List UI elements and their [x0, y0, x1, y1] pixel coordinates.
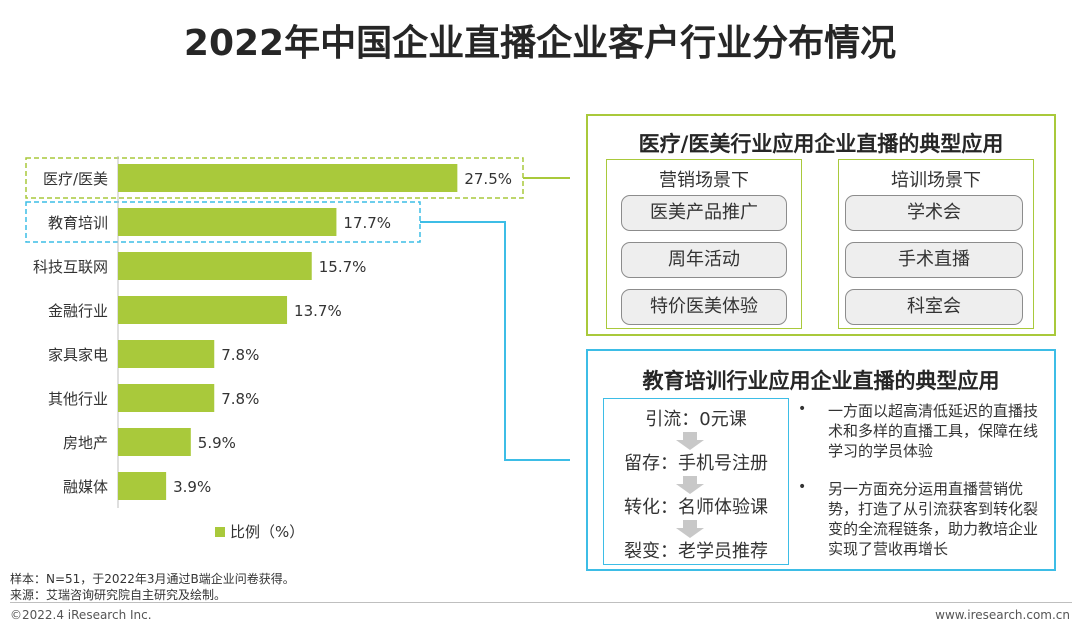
training-item: 手术直播 — [845, 242, 1023, 278]
page-title: 2022年中国企业直播企业客户行业分布情况 — [183, 23, 897, 64]
bar — [118, 428, 191, 456]
category-label: 教育培训 — [48, 214, 108, 232]
bullet-text: 一方面以超高清低延迟的直播技术和多样的直播工具，保障在线学习的学员体验 — [828, 402, 1039, 460]
training-item: 科室会 — [845, 289, 1023, 325]
bar — [118, 296, 288, 324]
data-label: 7.8% — [221, 390, 259, 408]
funnel-flow-box: 引流：0元课 留存：手机号注册 转化：名师体验课 裂变：老学员推荐 — [603, 398, 789, 565]
flow-step: 转化：名师体验课 — [624, 497, 768, 518]
bar — [118, 340, 215, 368]
bar — [118, 252, 312, 280]
bar — [118, 472, 167, 500]
marketing-item: 特价医美体验 — [621, 289, 787, 325]
category-label: 融媒体 — [63, 478, 108, 496]
training-heading: 培训场景下 — [891, 170, 981, 191]
legend-swatch — [215, 527, 225, 537]
data-label: 5.9% — [198, 434, 236, 452]
marketing-scenario-box: 营销场景下 医美产品推广 周年活动 特价医美体验 — [606, 159, 802, 329]
category-label: 房地产 — [63, 434, 108, 452]
bullet-mark: • — [798, 479, 807, 495]
category-label: 金融行业 — [48, 302, 108, 320]
marketing-item: 医美产品推广 — [621, 195, 787, 231]
footer-divider — [10, 602, 1072, 603]
connector-line — [420, 221, 570, 461]
flow-step: 引流：0元课 — [645, 409, 747, 430]
category-label: 家具家电 — [48, 346, 108, 364]
bar — [118, 164, 458, 192]
bullet-mark: • — [798, 401, 807, 417]
marketing-item: 周年活动 — [621, 242, 787, 278]
copyright-text: ©2022.4 iResearch Inc. — [10, 608, 152, 622]
bar — [118, 208, 337, 236]
flow-step: 裂变：老学员推荐 — [624, 541, 768, 562]
data-label: 27.5% — [464, 170, 512, 188]
legend-label: 比例（%） — [230, 523, 304, 540]
medical-application-panel: 医疗/医美行业应用企业直播的典型应用 营销场景下 医美产品推广 周年活动 特价医… — [586, 114, 1056, 336]
source-note: 来源：艾瑞咨询研究院自主研究及绘制。 — [10, 588, 227, 602]
highlight-box — [25, 201, 421, 243]
education-application-panel: 教育培训行业应用企业直播的典型应用 引流：0元课 留存：手机号注册 转化：名师体… — [586, 349, 1056, 571]
website-text: www.iresearch.com.cn — [935, 608, 1070, 622]
data-label: 13.7% — [294, 302, 342, 320]
medical-panel-title: 医疗/医美行业应用企业直播的典型应用 — [638, 132, 1004, 156]
bar — [118, 384, 215, 412]
category-label: 科技互联网 — [33, 258, 108, 276]
education-panel-title: 教育培训行业应用企业直播的典型应用 — [642, 369, 1000, 393]
data-label: 17.7% — [343, 214, 391, 232]
training-scenario-box: 培训场景下 学术会 手术直播 科室会 — [838, 159, 1034, 329]
data-label: 15.7% — [319, 258, 367, 276]
flow-step: 留存：手机号注册 — [624, 453, 768, 474]
marketing-heading: 营销场景下 — [659, 170, 749, 191]
category-label: 医疗/医美 — [43, 170, 108, 188]
bullet-text: 另一方面充分运用直播营销优势，打造了从引流获客到转化裂变的全流程链条，助力教培企… — [828, 480, 1039, 558]
category-label: 其他行业 — [48, 390, 108, 408]
sample-note: 样本：N=51，于2022年3月通过B端企业问卷获得。 — [10, 572, 295, 586]
industry-bar-chart: 医疗/医美 27.5% 教育培训 17.7% 科技互联网 15.7% 金融行业 13.7% 家具… — [25, 156, 570, 540]
data-label: 7.8% — [221, 346, 259, 364]
data-label: 3.9% — [173, 478, 211, 496]
training-item: 学术会 — [845, 195, 1023, 231]
